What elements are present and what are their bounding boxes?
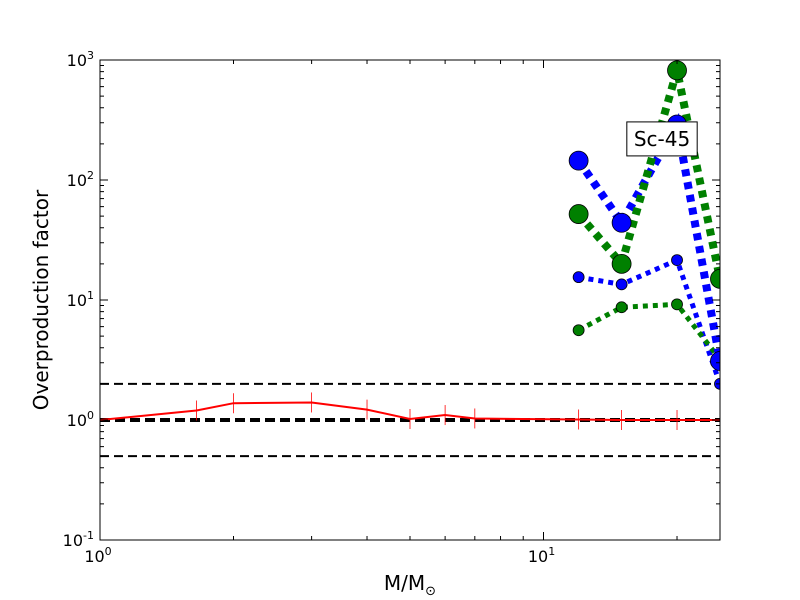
x-tick-label: 100 bbox=[84, 545, 111, 566]
series-1-point bbox=[615, 278, 628, 291]
series-3-point bbox=[568, 150, 589, 171]
x-axis-label-sub: ⊙ bbox=[425, 584, 436, 599]
x-axis-label: M/M⊙ bbox=[384, 571, 436, 599]
x-axis-label-main: M/M bbox=[384, 571, 425, 595]
series-line-2 bbox=[577, 301, 720, 361]
series-1-point bbox=[671, 254, 683, 267]
x-tick-label: 101 bbox=[528, 545, 555, 566]
y-tick-label: 100 bbox=[67, 409, 94, 430]
y-axis-label: Overproduction factor bbox=[29, 189, 53, 410]
y-tick-label: 103 bbox=[67, 49, 94, 70]
series-1-point bbox=[572, 271, 585, 284]
series-4-point bbox=[568, 204, 589, 224]
series-4-point bbox=[611, 253, 632, 274]
series-3-point bbox=[710, 351, 720, 371]
series-2-point bbox=[671, 298, 683, 311]
plot-background bbox=[100, 60, 720, 540]
series-line-0 bbox=[100, 401, 720, 421]
y-tick-label: 10-1 bbox=[63, 529, 94, 550]
annotation-box: Sc-45 bbox=[626, 121, 698, 157]
series-2-point bbox=[615, 301, 628, 314]
series-line-4 bbox=[575, 69, 720, 280]
series-3-point bbox=[611, 212, 632, 233]
y-tick-label: 101 bbox=[67, 289, 94, 310]
series-2-point bbox=[572, 324, 585, 337]
annotation-text: Sc-45 bbox=[634, 127, 690, 151]
series-4-point bbox=[710, 268, 720, 289]
series-line-1 bbox=[578, 256, 720, 385]
y-tick-label: 102 bbox=[67, 169, 94, 190]
